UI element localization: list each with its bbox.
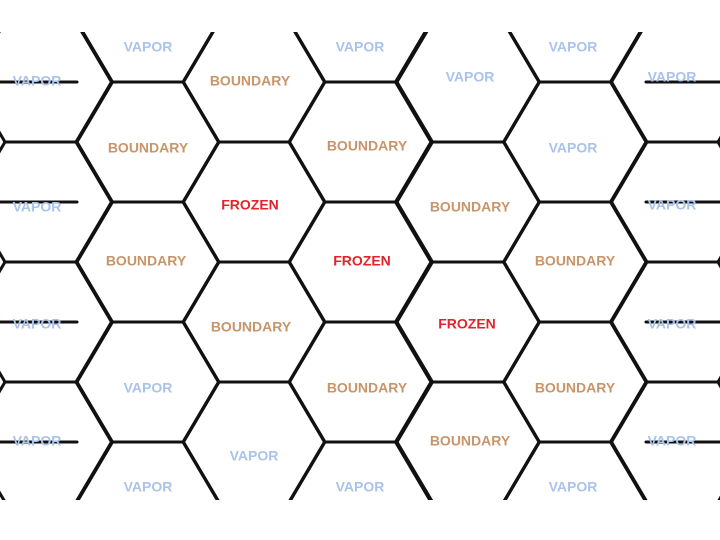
cell-label-vapor: VAPOR bbox=[13, 316, 62, 332]
cell-label-boundary: BOUNDARY bbox=[535, 253, 616, 269]
cell-label-boundary: BOUNDARY bbox=[210, 73, 291, 89]
hexagon-cell-outline bbox=[0, 0, 112, 22]
hexagon-cell-outline bbox=[181, 380, 327, 500]
cell-label-vapor: VAPOR bbox=[124, 39, 173, 55]
cell-label-boundary: BOUNDARY bbox=[327, 138, 408, 154]
hexagon-cell-outline bbox=[503, 440, 647, 500]
cell-label-boundary: BOUNDARY bbox=[211, 319, 292, 335]
hexagon-cell-outline bbox=[397, 502, 539, 540]
cell-label-frozen: FROZEN bbox=[221, 197, 279, 213]
hexagon-cell-outline bbox=[397, 0, 539, 22]
hexagon-cell-outline bbox=[183, 0, 325, 22]
cell-label-vapor: VAPOR bbox=[13, 433, 62, 449]
hexagon-cell-outline bbox=[0, 502, 112, 540]
cell-label-boundary: BOUNDARY bbox=[430, 199, 511, 215]
cell-label-vapor: VAPOR bbox=[549, 479, 598, 495]
cell-label-vapor: VAPOR bbox=[648, 433, 697, 449]
cell-label-boundary: BOUNDARY bbox=[327, 380, 408, 396]
cell-label-boundary: BOUNDARY bbox=[535, 380, 616, 396]
hexagon-cell-outline bbox=[288, 440, 432, 500]
hexagon-cell-outline bbox=[183, 502, 325, 540]
cell-label-frozen: FROZEN bbox=[333, 253, 391, 269]
cell-label-vapor: VAPOR bbox=[336, 479, 385, 495]
cell-label-boundary: BOUNDARY bbox=[106, 253, 187, 269]
cell-label-vapor: VAPOR bbox=[549, 39, 598, 55]
cell-label-frozen: FROZEN bbox=[438, 316, 496, 332]
cell-label-vapor: VAPOR bbox=[446, 69, 495, 85]
cell-label-vapor: VAPOR bbox=[549, 140, 598, 156]
cell-label-vapor: VAPOR bbox=[648, 316, 697, 332]
cell-label-vapor: VAPOR bbox=[124, 479, 173, 495]
cell-label-vapor: VAPOR bbox=[336, 39, 385, 55]
cell-label-vapor: VAPOR bbox=[124, 380, 173, 396]
cell-label-vapor: VAPOR bbox=[13, 73, 62, 89]
cell-label-vapor: VAPOR bbox=[13, 199, 62, 215]
hexagon-cell-outline bbox=[0, 380, 113, 500]
cell-label-boundary: BOUNDARY bbox=[430, 433, 511, 449]
cell-label-vapor: VAPOR bbox=[648, 69, 697, 85]
cell-labels: VAPOR VAPOR VAPOR VAPOR BOUNDARY VAPOR VAPOR BO… bbox=[13, 39, 697, 495]
hexagon-cell-outline bbox=[612, 0, 720, 22]
hexagon-cell-outline bbox=[610, 380, 720, 500]
hexagon-cell-outline bbox=[612, 502, 720, 540]
cell-label-vapor: VAPOR bbox=[648, 197, 697, 213]
cell-label-boundary: BOUNDARY bbox=[108, 140, 189, 156]
cell-label-vapor: VAPOR bbox=[230, 448, 279, 464]
